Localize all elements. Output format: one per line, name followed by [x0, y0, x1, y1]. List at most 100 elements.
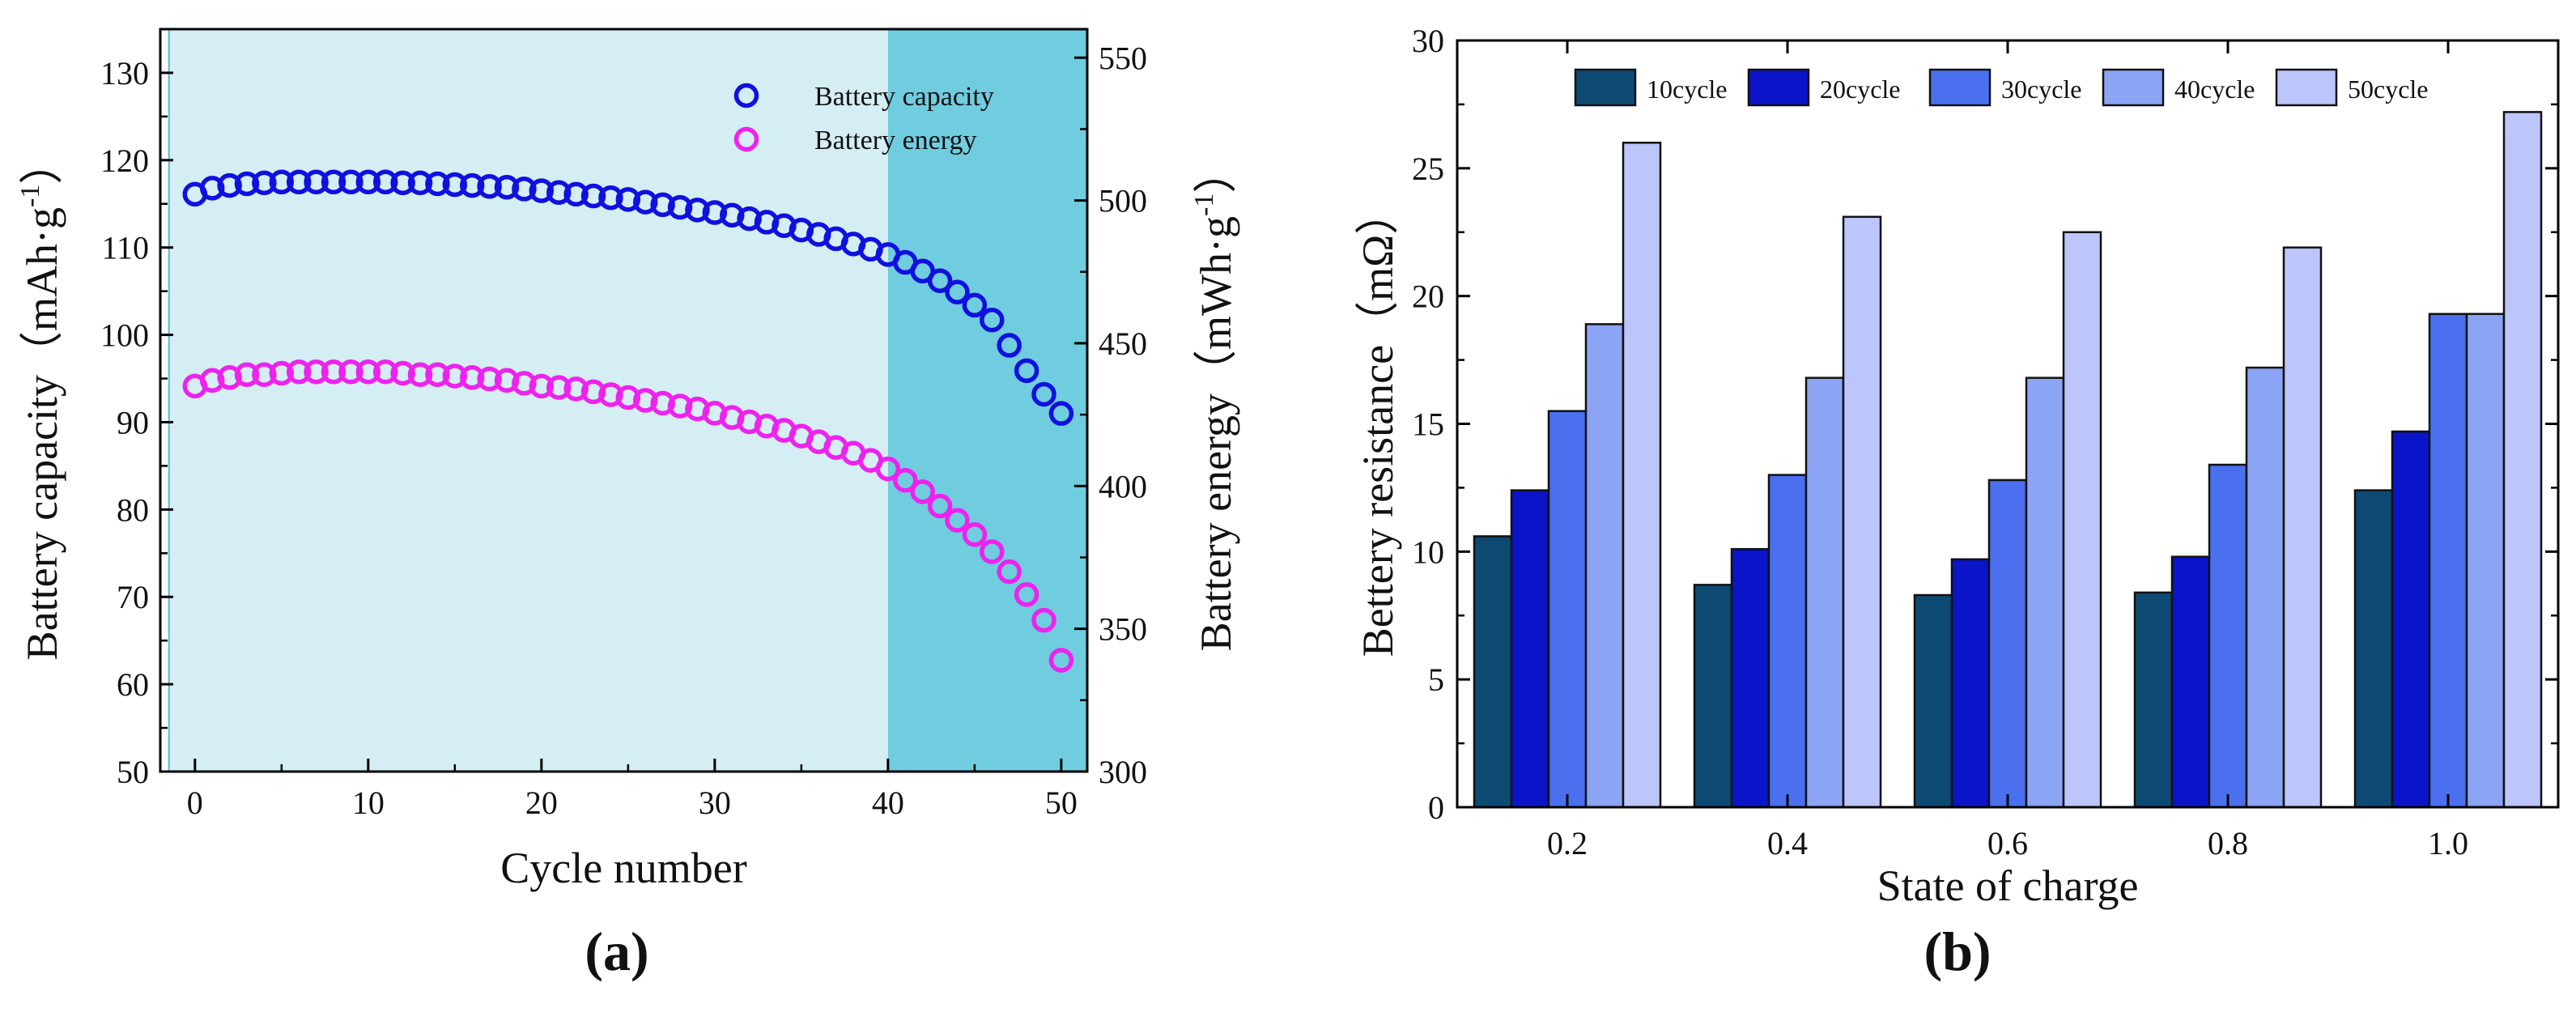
y2-axis-title-close: ）	[1192, 150, 1240, 194]
y-tick-label: 10	[1412, 534, 1444, 570]
energy-point	[512, 371, 537, 396]
energy-point	[945, 508, 970, 533]
legend-label-30cycle: 30cycle	[2001, 74, 2082, 104]
x-axis-title: Cycle number	[500, 844, 746, 892]
capacity-point	[580, 183, 606, 209]
bar-10cycle	[1473, 535, 1513, 809]
energy-point	[390, 360, 415, 386]
y-tick-label: 130	[100, 55, 149, 91]
energy-point	[1048, 648, 1074, 673]
energy-point	[1014, 582, 1039, 607]
y-tick-label: 0	[1428, 789, 1444, 826]
energy-point	[199, 368, 225, 393]
energy-point	[650, 390, 675, 416]
legend-label-10cycle: 10cycle	[1647, 74, 1728, 104]
capacity-point	[512, 177, 537, 202]
capacity-point	[390, 170, 415, 196]
energy-point	[304, 359, 329, 385]
capacity-point	[1031, 381, 1056, 407]
chart-a-capacity-energy: 0 10 20 30 40 50 50 60 70 80 90 100 110 120 130 300 350 4…	[15, 28, 1240, 892]
energy-point	[667, 393, 693, 419]
legend-swatch-20cycle	[1747, 68, 1810, 107]
energy-point	[477, 366, 502, 392]
bar-20cycle	[2170, 555, 2211, 809]
y-axis-title-main: Battery capacity	[18, 375, 66, 660]
bar-20cycle	[2391, 430, 2431, 809]
bar-40cycle	[2465, 313, 2506, 809]
energy-point	[425, 362, 450, 388]
y-axis-title: Bettery resistance（mΩ）	[1354, 191, 1402, 657]
capacity-point	[667, 194, 693, 220]
y-tick-label: 50	[117, 754, 149, 790]
capacity-point	[980, 307, 1005, 333]
capacity-point	[1014, 358, 1039, 384]
y2-axis-title-main: Battery energy	[1192, 393, 1240, 651]
energy-point	[927, 493, 953, 519]
legend-marker-energy	[733, 126, 759, 152]
y-axis-title-exponent: -1	[15, 185, 45, 207]
legend-label-40cycle: 40cycle	[2174, 74, 2255, 104]
legend-label-energy: Battery energy	[814, 125, 976, 155]
x-tick-label: 50	[1045, 785, 1078, 821]
capacity-point	[234, 171, 260, 197]
energy-point	[1031, 607, 1056, 633]
capacity-point	[927, 268, 953, 293]
energy-point	[580, 379, 606, 405]
y2-axis-title-exponent: -1	[1189, 194, 1219, 216]
series-energy	[182, 359, 1074, 673]
legend-swatch-30cycle	[1928, 68, 1992, 107]
bar-30cycle	[1547, 410, 1588, 809]
legend-label-50cycle: 50cycle	[2348, 74, 2429, 104]
y-tick-label: 20	[1412, 279, 1444, 315]
energy-point	[217, 365, 242, 390]
y-tick-label: 30	[1412, 23, 1444, 59]
x-tick-label: 1.0	[2428, 825, 2468, 861]
x-tick-label: 10	[352, 785, 385, 821]
capacity-point	[477, 173, 502, 199]
bar-40cycle	[1584, 323, 1625, 809]
y-tick-label: 25	[1412, 151, 1444, 187]
energy-point	[615, 385, 641, 410]
energy-point	[910, 479, 935, 504]
capacity-point	[633, 189, 658, 215]
energy-point	[459, 365, 485, 390]
y-tick-label: 90	[117, 404, 149, 440]
bar-10cycle	[1913, 593, 1953, 809]
energy-point	[529, 373, 555, 399]
capacity-point	[529, 178, 555, 203]
legend-swatch-10cycle	[1574, 68, 1637, 107]
y2-axis-title: Battery energy（mWh·g-1）	[1189, 150, 1240, 652]
capacity-point	[407, 170, 433, 196]
energy-point	[893, 468, 918, 493]
capacity-point	[286, 169, 312, 195]
capacity-point	[1048, 401, 1074, 426]
energy-point	[980, 539, 1005, 564]
capacity-point	[355, 169, 381, 195]
capacity-point	[442, 172, 468, 198]
energy-point	[286, 359, 312, 385]
capacity-point	[338, 169, 363, 195]
capacity-point	[615, 187, 641, 212]
bar-30cycle	[2428, 313, 2468, 809]
bar-10cycle	[1693, 584, 1733, 809]
y-tick-label: 80	[117, 491, 149, 528]
energy-point	[598, 382, 623, 407]
bar-50cycle	[1622, 142, 1662, 809]
capacity-point	[563, 181, 589, 207]
y-axis-title-close: ）	[18, 141, 66, 185]
x-tick-label: 0.2	[1547, 825, 1588, 861]
capacity-point	[598, 185, 623, 211]
y2-axis-title-unit: （mWh·g	[1192, 216, 1240, 393]
capacity-point	[546, 180, 572, 205]
bar-20cycle	[1730, 547, 1770, 809]
y-axis-title-unit: （mAh·g	[18, 207, 66, 375]
y2-tick-label: 400	[1099, 468, 1147, 504]
legend-swatch-50cycle	[2275, 68, 2338, 107]
y2-tick-label: 350	[1099, 611, 1147, 648]
energy-point	[962, 522, 988, 547]
x-tick-label: 40	[872, 785, 904, 821]
energy-point	[563, 376, 589, 402]
energy-point	[494, 368, 520, 393]
capacity-point	[945, 279, 970, 304]
